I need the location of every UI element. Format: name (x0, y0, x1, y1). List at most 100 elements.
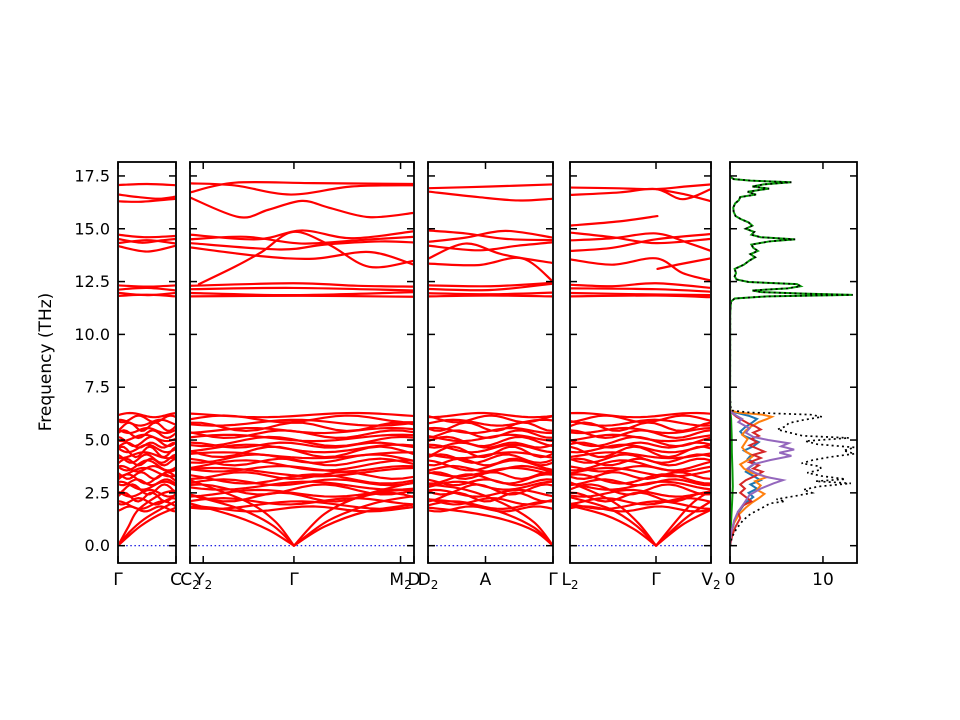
optical-band-line (571, 505, 710, 513)
upper-band-line (429, 229, 552, 243)
dos-curve-pdos-red (731, 410, 768, 546)
upper-band-line (429, 281, 552, 288)
upper-band-line (191, 196, 413, 219)
optical-band-line (571, 480, 710, 491)
upper-band-line (191, 240, 413, 251)
acoustic-band-line (571, 496, 658, 547)
acoustic-band-line (119, 489, 175, 547)
x-tick-label: D2 (418, 570, 439, 592)
band-panel-frame-3 (427, 161, 554, 564)
optical-band-line (571, 466, 710, 478)
optical-band-line (429, 488, 552, 498)
optical-band-line (119, 505, 175, 513)
optical-band-line (191, 445, 413, 459)
optical-band-line (429, 491, 552, 503)
optical-band-line (119, 429, 175, 440)
x-tick-label: Γ (651, 570, 661, 590)
optical-band-line (119, 500, 175, 510)
x-tick-label: 10 (812, 570, 834, 590)
upper-band-line (571, 183, 710, 191)
y-tick-label: 7.5 (85, 378, 110, 397)
panel-frame (427, 161, 554, 564)
upper-band-line (571, 232, 710, 252)
y-tick-label: 0.0 (85, 536, 110, 555)
optical-band-line (119, 411, 175, 419)
optical-band-line (571, 488, 710, 498)
upper-band-line (429, 183, 552, 190)
optical-band-line (191, 459, 413, 472)
optical-band-line (119, 443, 175, 454)
upper-band-line (429, 282, 552, 292)
optical-band-line (191, 457, 413, 467)
acoustic-band-line (119, 500, 175, 547)
upper-band-line (119, 284, 175, 288)
upper-band-line (191, 246, 413, 266)
optical-band-line (191, 505, 413, 513)
optical-band-line (119, 488, 175, 498)
optical-band-line (571, 500, 710, 511)
upper-band-line (119, 286, 175, 292)
y-axis-label: Frequency (THz) (36, 292, 56, 432)
optical-band-line (571, 445, 710, 459)
acoustic-band-line (429, 483, 552, 547)
optical-band-line (119, 471, 175, 480)
optical-band-line (571, 459, 710, 472)
x-tick-label: C2 (180, 570, 200, 592)
x-tick-label: Γ (113, 570, 123, 590)
upper-band-line (571, 287, 710, 293)
panel-frame (117, 161, 177, 564)
optical-band-line (571, 414, 710, 424)
upper-band-line (571, 187, 710, 201)
acoustic-band-line (191, 502, 296, 547)
upper-band-line (429, 229, 552, 242)
x-tick-label: Y2 (193, 570, 212, 592)
optical-band-line (191, 435, 413, 448)
band-panel-frame-1 (117, 161, 177, 564)
optical-band-line (191, 478, 413, 487)
band-panel-4 (571, 183, 710, 547)
optical-band-line (571, 421, 710, 432)
optical-band-line (429, 435, 552, 448)
band-panel-2 (191, 180, 413, 547)
optical-band-line (191, 491, 413, 503)
y-tick-label: 5.0 (85, 431, 110, 450)
band-panel-frame-2 (189, 161, 415, 564)
upper-band-line (429, 242, 552, 264)
y-tick-label: 10.0 (74, 325, 110, 344)
optical-band-line (119, 451, 175, 460)
optical-band-line (429, 478, 552, 487)
optical-band-line (429, 451, 552, 460)
panel-frame (569, 161, 712, 564)
upper-band-line (191, 286, 413, 292)
x-tick-label: D (407, 570, 420, 590)
upper-band-line (191, 282, 413, 288)
optical-band-line (571, 473, 710, 485)
optical-band-line (429, 426, 552, 435)
x-tick-label: Γ (548, 570, 558, 590)
optical-band-line (119, 433, 175, 443)
optical-band-line (429, 441, 552, 449)
y-tick-label: 12.5 (74, 272, 110, 291)
acoustic-band-line (654, 509, 710, 547)
dos-curve-pdos-purple (731, 410, 795, 546)
optical-band-line (191, 464, 413, 473)
band-panel-3 (429, 183, 552, 547)
optical-band-line (571, 441, 710, 449)
dos-curve-pdos-green (731, 176, 853, 546)
y-tick-label: 17.5 (74, 166, 110, 185)
optical-band-line (429, 411, 552, 419)
upper-band-line (429, 256, 552, 283)
band-panel-1 (119, 182, 175, 547)
upper-band-line (191, 294, 413, 298)
upper-band-line (119, 233, 175, 239)
acoustic-band-line (571, 504, 658, 547)
upper-band-line (429, 291, 552, 296)
upper-band-line (119, 197, 175, 203)
dos-panel-frame (729, 161, 858, 564)
upper-band-line (119, 244, 175, 253)
panel-frame (729, 161, 858, 564)
optical-band-line (119, 414, 175, 424)
upper-band-line (429, 190, 552, 202)
